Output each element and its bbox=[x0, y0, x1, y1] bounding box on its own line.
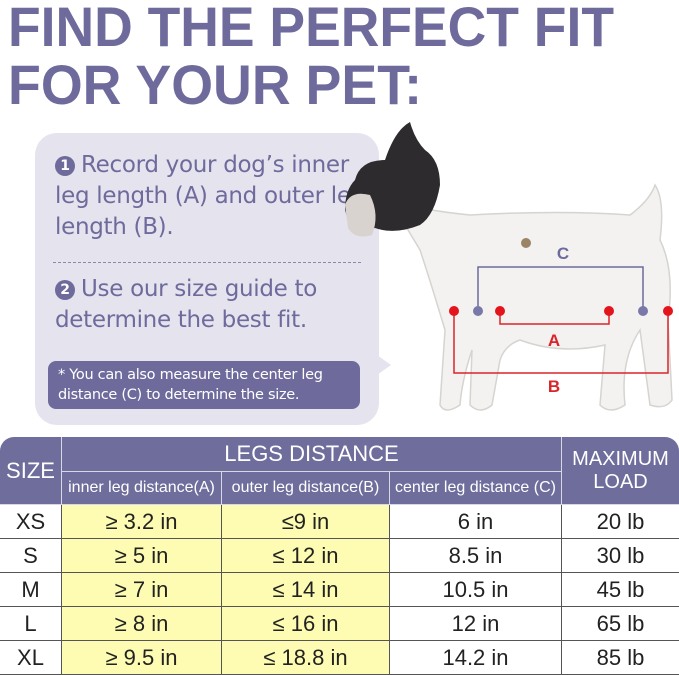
label-b: B bbox=[548, 377, 560, 396]
center-leg-note: * You can also measure the center leg di… bbox=[48, 361, 360, 409]
dog-measurement-diagram: C A B bbox=[345, 122, 673, 411]
center-leg-cell: 14.2 in bbox=[390, 641, 562, 675]
step-1: 1 Record your dog’s inner leg length (A) … bbox=[55, 150, 375, 243]
center-leg-cell: 6 in bbox=[390, 505, 562, 539]
center-distance-line-c bbox=[477, 266, 644, 311]
center-leg-cell: 12 in bbox=[390, 607, 562, 641]
inner-point-marker bbox=[495, 306, 505, 316]
center-point-marker bbox=[638, 306, 648, 316]
label-c: C bbox=[557, 244, 569, 263]
center-leg-cell: 8.5 in bbox=[390, 539, 562, 573]
max-load-cell: 45 lb bbox=[562, 573, 679, 607]
inner-leg-cell: ≥ 7 in bbox=[62, 573, 222, 607]
outer-distance-line-b bbox=[453, 311, 669, 374]
outer-point-marker bbox=[663, 306, 673, 316]
inner-leg-cell: ≥ 5 in bbox=[62, 539, 222, 573]
size-cell: L bbox=[0, 607, 62, 641]
size-cell: S bbox=[0, 539, 62, 573]
size-cell: XL bbox=[0, 641, 62, 675]
step-1-text: Record your dog’s inner leg length (A) a… bbox=[55, 152, 365, 240]
max-load-cell: 65 lb bbox=[562, 607, 679, 641]
inner-point-marker bbox=[604, 306, 614, 316]
max-load-cell: 20 lb bbox=[562, 505, 679, 539]
header-inner-leg-distance: inner leg distance(A) bbox=[62, 472, 222, 505]
max-load-cell: 85 lb bbox=[562, 641, 679, 675]
instructions-bubble: 1 Record your dog’s inner leg length (A) … bbox=[35, 133, 391, 425]
outer-leg-cell: ≤ 16 in bbox=[222, 607, 390, 641]
outer-leg-cell: ≤ 12 in bbox=[222, 539, 390, 573]
headline-line-1: FIND THE PERFECT FIT bbox=[8, 0, 614, 58]
table-row: XS ≥ 3.2 in ≤9 in 6 in 20 lb bbox=[0, 505, 679, 539]
center-leg-cell: 10.5 in bbox=[390, 573, 562, 607]
inner-leg-cell: ≥ 9.5 in bbox=[62, 641, 222, 675]
max-load-cell: 30 lb bbox=[562, 539, 679, 573]
header-outer-leg-distance: outer leg distance(B) bbox=[222, 472, 390, 505]
outer-leg-cell: ≤9 in bbox=[222, 505, 390, 539]
header-maximum-load: MAXIMUM LOAD bbox=[562, 437, 679, 505]
outer-leg-cell: ≤ 14 in bbox=[222, 573, 390, 607]
center-point-marker bbox=[473, 306, 483, 316]
table-row: L ≥ 8 in ≤ 16 in 12 in 65 lb bbox=[0, 607, 679, 641]
size-cell: M bbox=[0, 573, 62, 607]
table-row: S ≥ 5 in ≤ 12 in 8.5 in 30 lb bbox=[0, 539, 679, 573]
dog-illustration bbox=[345, 122, 673, 411]
step-2-number-icon: 2 bbox=[55, 280, 75, 300]
inner-distance-line-a bbox=[499, 311, 610, 325]
headline: FIND THE PERFECT FIT FOR YOUR PET: bbox=[8, 0, 614, 115]
inner-leg-cell: ≥ 8 in bbox=[62, 607, 222, 641]
step-2-text: Use our size guide to determine the best… bbox=[55, 276, 318, 333]
inner-leg-cell: ≥ 3.2 in bbox=[62, 505, 222, 539]
header-center-leg-distance: center leg distance (C) bbox=[390, 472, 562, 505]
header-legs-distance: LEGS DISTANCE bbox=[62, 437, 562, 472]
headline-line-2: FOR YOUR PET: bbox=[8, 53, 422, 115]
table-row: XL ≥ 9.5 in ≤ 18.8 in 14.2 in 85 lb bbox=[0, 641, 679, 675]
dashed-divider bbox=[53, 262, 361, 263]
size-cell: XS bbox=[0, 505, 62, 539]
label-a: A bbox=[548, 331, 560, 350]
step-1-number-icon: 1 bbox=[55, 156, 75, 176]
outer-point-marker bbox=[449, 306, 459, 316]
outer-leg-cell: ≤ 18.8 in bbox=[222, 641, 390, 675]
size-chart-table: SIZE LEGS DISTANCE MAXIMUM LOAD inner le… bbox=[0, 437, 679, 675]
step-2: 2 Use our size guide to determine the bes… bbox=[55, 274, 355, 336]
table-row: M ≥ 7 in ≤ 14 in 10.5 in 45 lb bbox=[0, 573, 679, 607]
header-size: SIZE bbox=[0, 437, 62, 505]
